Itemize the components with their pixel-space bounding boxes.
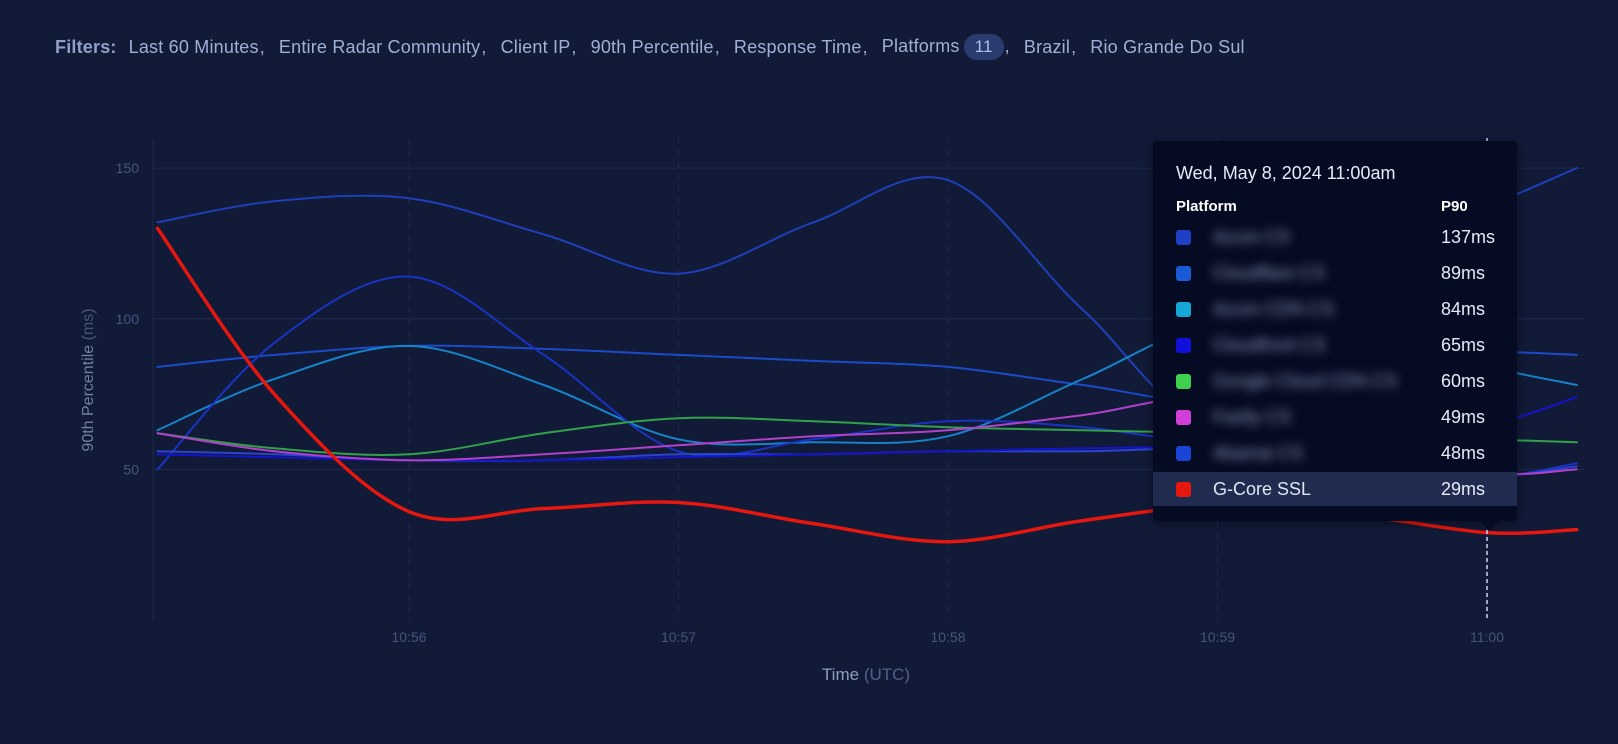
x-tick-label: 10:59 [1200,629,1235,645]
legend-swatch [1176,374,1191,389]
p90-value: 48ms [1441,443,1486,463]
filter-metric[interactable]: Response Time, [733,36,868,57]
platform-name: Cloudflare CS [1213,263,1326,283]
x-tick-label: 10:58 [930,629,965,645]
y-tick-label: 150 [116,160,140,176]
platforms-count-badge: 11 [963,34,1004,60]
tooltip-row: Akamai CS 48ms [1153,436,1517,470]
tooltip-pointer [1480,521,1500,531]
filter-community[interactable]: Entire Radar Community, [278,36,487,57]
platform-name: G-Core SSL [1213,479,1312,499]
platform-name: Akamai CS [1213,443,1304,463]
tooltip-row: Cloudflare CS 89ms [1153,256,1517,290]
filter-platforms[interactable]: Platforms 11, [882,34,1018,60]
y-tick-label: 50 [123,461,139,477]
legend-swatch [1176,410,1191,425]
y-axis-title: 90th Percentile (ms) [80,308,97,451]
tooltip-col-p90: P90 [1441,198,1468,215]
platform-name: Cloudfront CS [1213,335,1327,355]
filter-country[interactable]: Brazil, [1023,36,1077,57]
p90-value: 84ms [1441,299,1486,319]
p90-value: 89ms [1441,263,1486,283]
x-tick-label: 10:56 [391,629,426,645]
platform-name: Fastly CS [1213,407,1292,427]
tooltip-row: G-Core SSL 29ms [1153,472,1517,506]
y-tick-label: 100 [116,311,140,327]
platform-name: Azure CS [1213,227,1291,247]
legend-swatch [1176,482,1191,497]
chart-tooltip: Wed, May 8, 2024 11:00am Platform P90 Az… [1153,141,1517,531]
y-axis-ticks: 50 100 150 [116,160,140,477]
tooltip-date: Wed, May 8, 2024 11:00am [1176,163,1396,183]
tooltip-row: Azure CDN CS 84ms [1153,292,1517,326]
tooltip-row: Azure CS 137ms [1153,220,1517,254]
x-tick-label: 10:57 [661,629,696,645]
p90-value: 29ms [1441,479,1486,499]
legend-swatch [1176,266,1191,281]
p90-value: 65ms [1441,335,1486,355]
p90-value: 60ms [1441,371,1486,391]
filters-bar: Filters: Last 60 Minutes, Entire Radar C… [55,34,1251,60]
filters-label: Filters: [55,36,117,57]
x-axis-title: Time (UTC) [822,665,910,684]
tooltip-row: Cloudfront CS 65ms [1153,328,1517,362]
legend-swatch [1176,338,1191,353]
filter-percentile[interactable]: 90th Percentile, [590,36,720,57]
tooltip-col-platform: Platform [1176,198,1237,215]
x-axis-ticks: 10:56 10:57 10:58 10:59 11:00 [391,629,1504,645]
legend-swatch [1176,230,1191,245]
legend-swatch [1176,302,1191,317]
filter-time-range[interactable]: Last 60 Minutes, [128,36,265,57]
x-tick-label: 11:00 [1470,629,1504,645]
tooltip-row: Fastly CS 49ms [1153,400,1517,434]
tooltip-row: Google Cloud CDN CS 60ms [1153,364,1517,398]
legend-swatch [1176,446,1191,461]
filter-region[interactable]: Rio Grande Do Sul [1090,36,1245,57]
platform-name: Google Cloud CDN CS [1213,371,1398,391]
filter-client-ip[interactable]: Client IP, [500,36,577,57]
p90-value: 49ms [1441,407,1486,427]
platform-name: Azure CDN CS [1213,299,1335,319]
p90-value: 137ms [1441,227,1496,247]
